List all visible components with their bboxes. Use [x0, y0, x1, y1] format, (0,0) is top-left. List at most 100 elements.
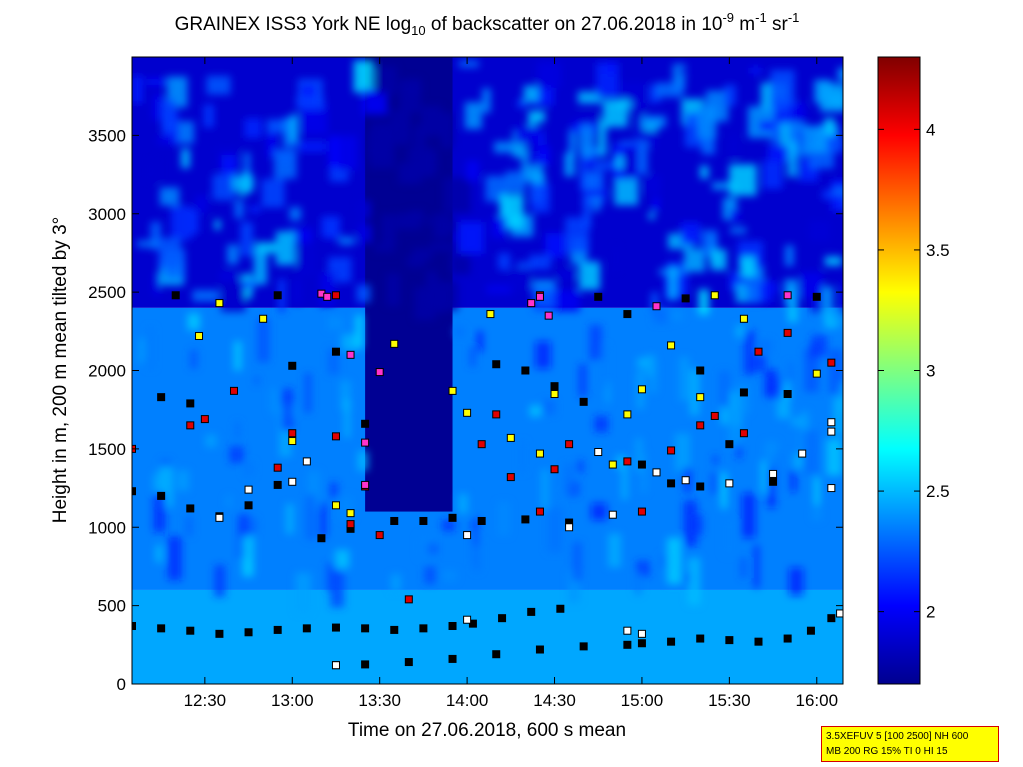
data-point-marker — [827, 484, 836, 493]
data-point-marker — [506, 433, 515, 442]
heatmap-cell — [535, 341, 551, 369]
heatmap-cell — [525, 146, 540, 167]
heatmap-cell — [740, 557, 747, 579]
heatmap-cell — [762, 160, 783, 189]
heatmap-cell — [608, 533, 621, 568]
data-point-marker — [463, 531, 472, 540]
data-point-marker — [157, 491, 166, 500]
heatmap-cell — [212, 174, 235, 200]
data-point-marker — [652, 302, 661, 311]
heatmap-cell — [529, 254, 551, 270]
heatmap-cell — [583, 189, 609, 197]
data-point-marker — [477, 440, 486, 449]
data-point-marker — [361, 438, 370, 447]
heatmap-cell — [741, 493, 756, 538]
heatmap-cell — [142, 160, 160, 182]
heatmap-cell — [822, 190, 833, 200]
heatmap-cell — [829, 311, 843, 325]
heatmap-cell — [698, 289, 710, 315]
heatmap-cell — [808, 220, 831, 242]
heatmap-cell — [740, 256, 756, 278]
data-point-marker — [361, 419, 370, 428]
heatmap-cell — [473, 536, 481, 572]
heatmap-cell — [729, 209, 740, 223]
data-point-marker — [273, 463, 282, 472]
data-point-marker — [273, 291, 282, 300]
heatmap-cell — [376, 66, 397, 95]
heatmap-cell — [517, 99, 528, 108]
heatmap-cell — [319, 502, 327, 537]
heatmap-cell — [290, 114, 298, 142]
heatmap-cell — [233, 341, 242, 371]
data-point-marker — [419, 624, 428, 633]
data-point-marker — [302, 457, 311, 466]
heatmap-cell — [299, 141, 326, 152]
heatmap-cell — [635, 106, 644, 131]
data-point-marker — [157, 393, 166, 402]
colorbar — [877, 56, 921, 685]
heatmap-cell — [399, 79, 421, 113]
heatmap-cell — [565, 217, 590, 253]
info-line-2: MB 200 RG 15% TI 0 HI 15 — [826, 746, 948, 757]
data-point-marker — [608, 510, 617, 519]
heatmap-cell — [764, 441, 779, 460]
x-tick-label: 15:00 — [621, 691, 664, 710]
data-point-marker — [288, 429, 297, 438]
data-point-marker — [492, 410, 501, 419]
plot-area — [132, 57, 843, 684]
data-point-marker — [783, 390, 792, 399]
data-point-marker — [754, 637, 763, 646]
y-tick-label: 1500 — [88, 440, 126, 459]
data-point-marker — [288, 477, 297, 486]
heatmap-cell — [419, 152, 438, 173]
y-axis-label: Height in m, 200 m mean tilted by 3° — [50, 217, 71, 523]
heatmap-cell — [684, 248, 706, 272]
data-point-marker — [492, 360, 501, 369]
data-point-marker — [544, 311, 553, 320]
data-point-marker — [725, 440, 734, 449]
heatmap-cell — [528, 110, 545, 123]
data-point-marker — [346, 509, 355, 518]
heatmap-cell — [754, 354, 766, 372]
data-point-marker — [769, 477, 778, 486]
heatmap-cell — [770, 283, 779, 293]
heatmap-cell — [659, 554, 668, 570]
heatmap-cell — [243, 462, 255, 476]
data-point-marker — [827, 358, 836, 367]
colorbar-tick-label: 2.5 — [926, 482, 950, 501]
heatmap-cell — [653, 307, 670, 324]
data-point-marker — [550, 382, 559, 391]
heatmap-cell — [589, 324, 603, 360]
heatmap-cell — [508, 268, 532, 292]
heatmap-cell — [443, 570, 457, 582]
heatmap-cell — [615, 455, 624, 470]
heatmap-cell — [556, 268, 577, 282]
heatmap-cell — [249, 205, 261, 213]
x-tick-label: 14:30 — [533, 691, 576, 710]
heatmap-cell — [689, 369, 700, 416]
data-point-marker — [739, 429, 748, 438]
heatmap-cell — [234, 421, 240, 439]
heatmap-cell — [418, 534, 434, 559]
heatmap-cell — [414, 125, 426, 150]
heatmap-region — [132, 589, 843, 684]
heatmap-cell — [338, 236, 355, 245]
heatmap-cell — [469, 346, 476, 367]
heatmap-cell — [644, 174, 662, 195]
data-point-marker — [594, 448, 603, 457]
heatmap-cell — [340, 380, 351, 411]
x-tick-label: 13:00 — [271, 691, 314, 710]
heatmap-cell — [641, 115, 667, 128]
heatmap-cell — [430, 242, 458, 252]
x-tick-label: 15:30 — [708, 691, 751, 710]
data-point-marker — [827, 427, 836, 436]
y-axis: 0 500 1000 1500 2000 2500 3000 3500 — [88, 126, 843, 694]
data-point-marker — [652, 468, 661, 477]
heatmap-cell — [275, 231, 296, 266]
data-point-marker — [244, 628, 253, 637]
data-point-marker — [696, 366, 705, 375]
heatmap-cell — [791, 417, 807, 427]
data-point-marker — [215, 629, 224, 638]
heatmap-cell — [804, 348, 819, 393]
data-point-marker — [725, 636, 734, 645]
